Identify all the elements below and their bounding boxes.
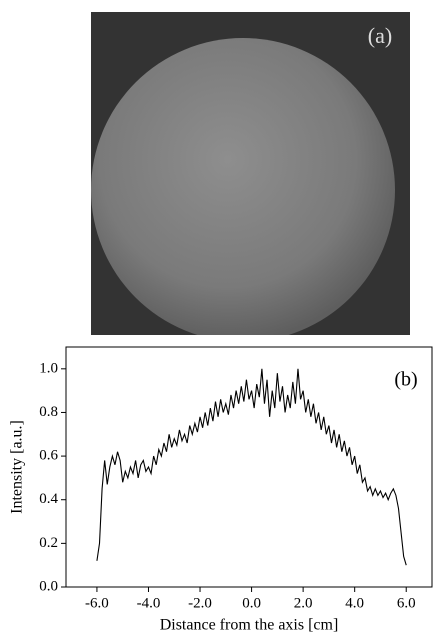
x-tick-label: 2.0	[294, 595, 313, 611]
y-tick-label: 0.6	[39, 448, 58, 464]
x-tick-label: 4.0	[345, 595, 364, 611]
y-tick-label: 0.8	[39, 404, 58, 420]
x-tick-label: -4.0	[137, 595, 161, 611]
image-panel: (a)	[91, 12, 410, 335]
x-tick-label: -6.0	[85, 595, 109, 611]
y-tick-label: 0.0	[39, 578, 58, 594]
beam-spot	[91, 38, 395, 335]
plot-frame	[65, 346, 433, 588]
x-axis-label: Distance from the axis [cm]	[160, 617, 339, 634]
panel-label: (a)	[368, 23, 392, 48]
y-axis-label: Intensity [a.u.]	[9, 420, 26, 514]
y-tick-label: 1.0	[39, 360, 58, 376]
intensity-line	[96, 368, 407, 566]
x-tick-label: -2.0	[188, 595, 212, 611]
y-tick-label: 0.2	[39, 535, 58, 551]
panel-label: (b)	[394, 369, 417, 391]
y-tick-label: 0.4	[39, 491, 58, 507]
x-tick-label: 6.0	[397, 595, 416, 611]
x-tick-label: 0.0	[242, 595, 261, 611]
